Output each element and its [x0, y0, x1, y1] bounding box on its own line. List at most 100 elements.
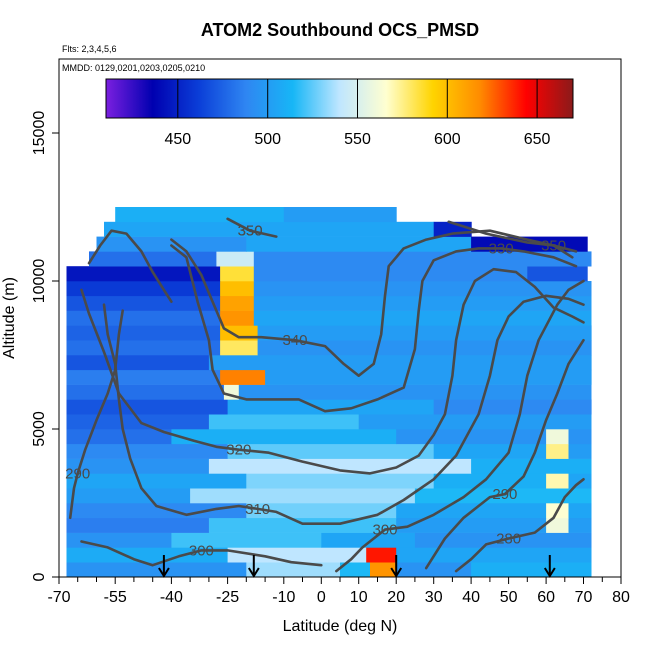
- heatmap-cell: [89, 251, 217, 267]
- heatmap-cell: [253, 251, 592, 267]
- heatmap-cell: [66, 473, 247, 489]
- heatmap-cell: [66, 325, 221, 341]
- contour-line-330: [170, 244, 578, 413]
- heatmap-cell: [283, 207, 397, 223]
- heatmap-cell: [66, 458, 210, 474]
- contour-line-340: [170, 229, 574, 377]
- heatmap-cell: [471, 562, 592, 578]
- heatmap-cell: [96, 236, 247, 252]
- arrow-head: [390, 567, 403, 578]
- heatmap-cell: [340, 562, 371, 578]
- heatmap-cell: [66, 443, 229, 459]
- heatmap-cell: [66, 547, 229, 563]
- heatmap-cell: [246, 562, 341, 578]
- heatmap-cell: [265, 369, 592, 385]
- heatmap-cell: [433, 473, 547, 489]
- x-tick-label: -55: [104, 589, 127, 606]
- contour-label: 290: [65, 465, 90, 482]
- x-axis-label: Latitude (deg N): [283, 618, 398, 635]
- heatmap-cell: [66, 429, 172, 445]
- x-tick-label: 10: [350, 589, 368, 606]
- x-tick-label: -40: [160, 589, 183, 606]
- y-axis: 0 5000 10000 15000: [31, 111, 59, 581]
- heatmap-cell: [396, 547, 592, 563]
- heatmap-cell: [227, 399, 435, 415]
- contour-label: 310: [245, 501, 270, 518]
- y-tick-label: 15000: [31, 111, 48, 156]
- heatmap-cell: [104, 221, 435, 237]
- colorbar: 450 500 550 600 650: [105, 78, 574, 148]
- heatmap-cell: [220, 310, 255, 326]
- heatmap-cell: [433, 443, 547, 459]
- contour-line-350: [226, 217, 278, 238]
- x-tick-label: -10: [272, 589, 295, 606]
- heatmap-cell: [220, 295, 255, 311]
- y-axis-label: Altitude (m): [1, 277, 18, 359]
- heatmap-cell: [66, 503, 247, 519]
- colorbar-tick-label: 450: [164, 131, 191, 148]
- heatmap-cell: [527, 266, 588, 282]
- heatmap-cell: [257, 340, 592, 356]
- heatmap-cell: [171, 532, 322, 548]
- heatmap-cell: [190, 488, 416, 504]
- heatmap-cell: [66, 340, 221, 356]
- contour-label: 300: [189, 542, 214, 559]
- heatmap-cell: [66, 355, 210, 371]
- colorbar-bar: [105, 78, 574, 119]
- colorbar-tick-label: 650: [524, 131, 551, 148]
- contour-line-290: [68, 309, 124, 520]
- contour-label: 340: [282, 332, 307, 349]
- heatmap-cell: [257, 325, 592, 341]
- heatmap-cell: [321, 532, 416, 548]
- x-tick-label: -70: [47, 589, 70, 606]
- heatmap-cell: [208, 355, 592, 371]
- contour-line-300: [335, 279, 585, 573]
- heatmap-cell: [396, 429, 547, 445]
- contour-label: 290: [492, 486, 517, 503]
- heatmap-cell: [220, 369, 266, 385]
- arrow-head: [158, 567, 170, 578]
- flights-annotation: Flts: 2,3,4,5,6: [62, 44, 117, 54]
- dates-annotation: MMDD: 0129,0201,0203,0205,0210: [62, 63, 205, 73]
- contour-label: 300: [372, 522, 397, 539]
- x-tick-label: 80: [612, 589, 630, 606]
- chart-title: ATOM2 Southbound OCS_PMSD: [201, 20, 479, 40]
- x-tick-label: 30: [425, 589, 443, 606]
- heatmap-cell: [66, 562, 247, 578]
- contour-label: 350: [541, 238, 566, 255]
- heatmap-cell: [253, 266, 528, 282]
- heatmap-cell: [546, 517, 570, 533]
- heatmap-cell: [396, 517, 547, 533]
- heatmap-cell: [238, 384, 592, 400]
- x-tick-label: -25: [216, 589, 239, 606]
- heatmap-cell: [66, 266, 221, 282]
- heatmap-cell: [546, 473, 570, 489]
- contour-label: 280: [496, 531, 521, 548]
- heatmap-cell: [66, 369, 221, 385]
- heatmap-cell: [433, 399, 592, 415]
- contour-line-350: [87, 229, 173, 303]
- contour-label: 320: [226, 442, 251, 459]
- x-axis: -70 -55 -40 -25 -10 0 10 20 30 40 50 60 70 80: [47, 577, 630, 606]
- heatmap-cell: [66, 488, 191, 504]
- heatmap-cell: [546, 443, 570, 459]
- heatmap-cell: [220, 281, 255, 297]
- colorbar-tick-label: 600: [434, 131, 461, 148]
- heatmap-cell: [253, 310, 592, 326]
- contour-line-350: [447, 220, 578, 253]
- contour-label: 330: [489, 240, 514, 257]
- heatmap-cell: [568, 517, 592, 533]
- heatmap-cell: [246, 473, 435, 489]
- heatmap-cell: [66, 414, 210, 430]
- x-tick-label: 0: [317, 589, 326, 606]
- y-tick-label: 5000: [31, 411, 48, 447]
- y-tick-label: 10000: [31, 259, 48, 304]
- heatmap-cell: [171, 429, 397, 445]
- heatmap-cell: [370, 562, 397, 578]
- x-tick-label: 70: [575, 589, 593, 606]
- heatmap-cell: [568, 429, 592, 445]
- contour-label: 350: [238, 223, 263, 240]
